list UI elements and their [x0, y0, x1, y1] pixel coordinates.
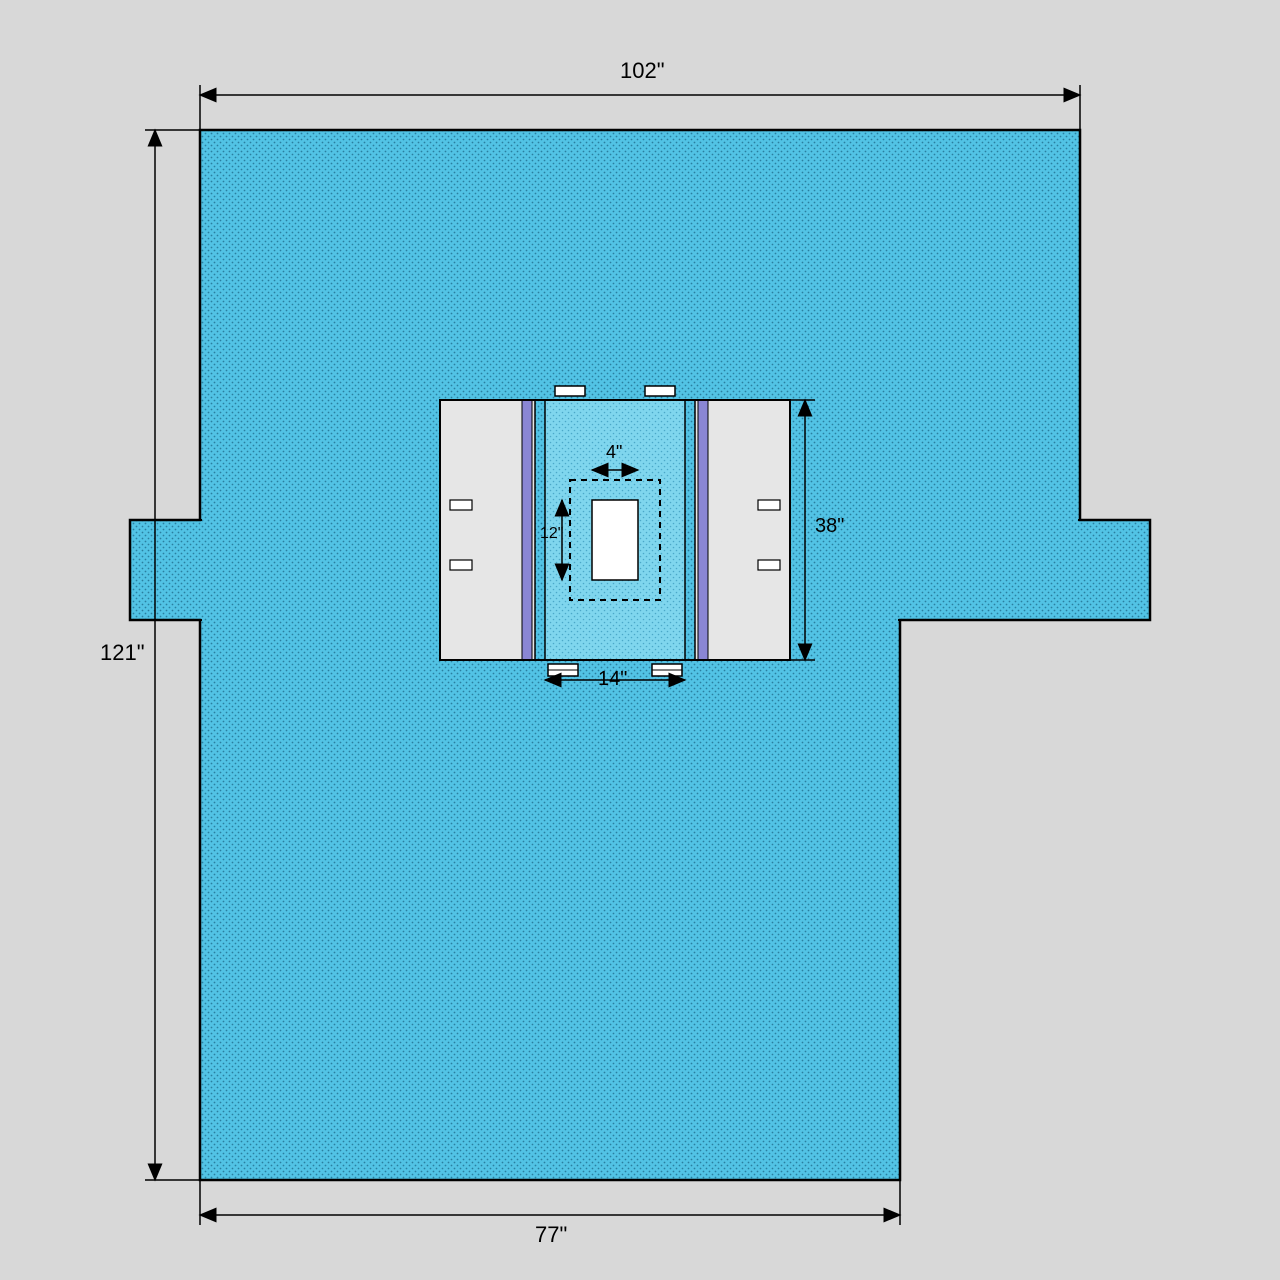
- dim-label-bottom: 77": [535, 1222, 567, 1248]
- diagram-canvas: 102" 121" 77" 38" 14" 4" 12": [0, 0, 1280, 1280]
- dim-label-fen-w: 4": [606, 442, 622, 463]
- dim-label-inner-w: 14": [598, 668, 627, 691]
- dim-label-fen-h: 12": [540, 525, 563, 543]
- dim-label-panel-h: 38": [815, 515, 844, 538]
- dim-top-width: [200, 85, 1080, 130]
- center-panel: [440, 400, 790, 660]
- dim-label-left: 121": [100, 640, 145, 666]
- dim-left-height: [145, 130, 200, 1180]
- dim-label-top: 102": [620, 58, 665, 84]
- dim-bottom-width: [200, 1180, 900, 1225]
